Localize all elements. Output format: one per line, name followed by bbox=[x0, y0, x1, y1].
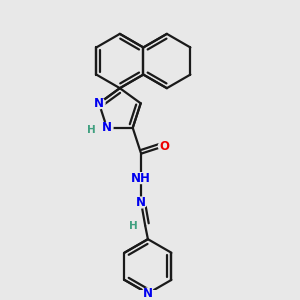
Ellipse shape bbox=[132, 173, 151, 184]
Text: N: N bbox=[102, 121, 112, 134]
Ellipse shape bbox=[135, 197, 147, 208]
Ellipse shape bbox=[101, 122, 113, 133]
Ellipse shape bbox=[93, 98, 105, 109]
Ellipse shape bbox=[127, 220, 139, 231]
Text: O: O bbox=[159, 140, 170, 153]
Text: N: N bbox=[136, 196, 146, 209]
Text: N: N bbox=[143, 287, 153, 300]
Ellipse shape bbox=[158, 141, 170, 152]
Ellipse shape bbox=[85, 124, 97, 135]
Text: N: N bbox=[94, 97, 104, 110]
Ellipse shape bbox=[142, 288, 154, 299]
Text: H: H bbox=[87, 125, 96, 135]
Text: NH: NH bbox=[131, 172, 151, 184]
Text: H: H bbox=[129, 220, 137, 231]
